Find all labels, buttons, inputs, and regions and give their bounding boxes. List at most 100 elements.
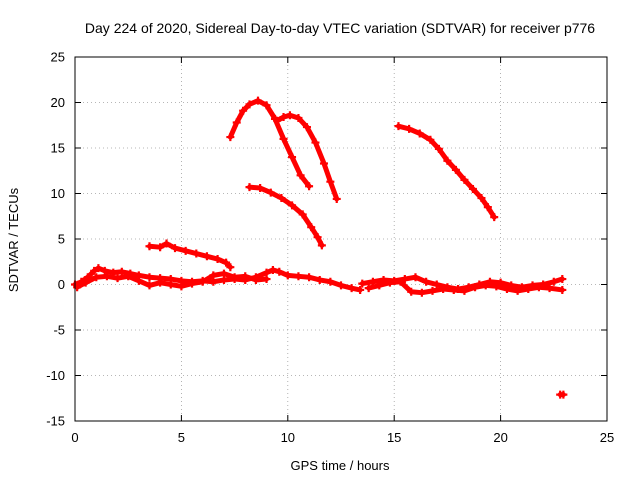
data-point [251, 275, 260, 284]
data-point [417, 288, 426, 297]
x-tick-label: 15 [387, 430, 401, 445]
data-point [256, 184, 265, 193]
data-point [481, 281, 490, 290]
data-point [305, 273, 314, 282]
data-point [298, 210, 307, 219]
y-axis-label: SDTVAR / TECUs [6, 187, 21, 292]
data-points [71, 96, 568, 399]
data-point [145, 281, 154, 290]
data-point [490, 213, 499, 222]
data-point [239, 106, 248, 115]
data-point [171, 244, 180, 253]
data-point [296, 171, 305, 180]
data-point [177, 282, 186, 291]
data-point [245, 100, 254, 109]
series-track-1 [71, 264, 365, 294]
data-point [232, 118, 241, 127]
y-tick-label: 25 [51, 50, 65, 65]
data-point [307, 223, 316, 232]
data-point [254, 96, 263, 105]
data-point [279, 134, 288, 143]
x-axis-label: GPS time / hours [291, 458, 390, 473]
data-point [81, 278, 90, 287]
data-point [181, 246, 190, 255]
data-point [315, 275, 324, 284]
data-point [411, 273, 420, 282]
data-point [394, 122, 403, 131]
data-point [288, 201, 297, 210]
data-point [483, 203, 492, 212]
x-tick-label: 10 [281, 430, 295, 445]
data-point [356, 285, 365, 294]
data-point [209, 271, 218, 280]
data-point [213, 255, 222, 264]
data-point [102, 272, 111, 281]
data-point [226, 133, 235, 142]
data-point [192, 249, 201, 258]
data-point [375, 281, 384, 290]
data-point [188, 279, 197, 288]
data-point [559, 390, 568, 399]
series-track-2 [73, 269, 271, 292]
data-point [241, 272, 250, 281]
x-tick-label: 20 [493, 430, 507, 445]
data-point [294, 272, 303, 281]
data-point [219, 269, 228, 278]
data-point [332, 194, 341, 203]
data-point [283, 271, 292, 280]
data-point [326, 177, 335, 186]
x-tick-label: 5 [178, 430, 185, 445]
data-point [202, 252, 211, 261]
data-point [94, 264, 103, 273]
data-point [230, 273, 239, 282]
data-point [428, 286, 437, 295]
data-point [92, 273, 101, 282]
data-point [117, 267, 126, 276]
data-point [113, 274, 122, 283]
data-point [426, 135, 435, 144]
data-point [432, 280, 441, 289]
x-tick-labels: 0 5 10 15 20 25 [71, 430, 614, 445]
series-track-10 [556, 390, 568, 399]
data-point [396, 277, 405, 286]
y-tick-label: -15 [46, 414, 65, 429]
chart-title: Day 224 of 2020, Sidereal Day-to-day VTE… [85, 20, 595, 36]
series-line [246, 184, 325, 248]
data-point [558, 275, 567, 284]
data-point [100, 266, 109, 275]
data-point [422, 277, 431, 286]
data-point [439, 285, 448, 294]
data-point [460, 175, 469, 184]
data-point [385, 278, 394, 287]
data-point [285, 111, 294, 120]
data-point [364, 284, 373, 293]
data-point [347, 284, 356, 293]
data-point [166, 280, 175, 289]
series-line [395, 123, 497, 220]
data-point [460, 286, 469, 295]
data-point [434, 144, 443, 153]
data-point [513, 286, 522, 295]
data-point [162, 239, 171, 248]
data-point [534, 283, 543, 292]
x-tick-label: 0 [71, 430, 78, 445]
y-tick-label: 10 [51, 186, 65, 201]
y-tick-label: 15 [51, 141, 65, 156]
data-point [156, 243, 165, 252]
series-line [146, 241, 233, 270]
series-track-5 [273, 111, 341, 203]
y-tick-label: -10 [46, 368, 65, 383]
data-point [400, 275, 409, 284]
data-point [90, 266, 99, 275]
data-point [449, 285, 458, 294]
data-point [471, 283, 480, 292]
data-point [313, 233, 322, 242]
series-track-4 [226, 96, 314, 191]
y-tick-label: 0 [58, 277, 65, 292]
data-point [558, 285, 567, 294]
series-track-9 [394, 122, 499, 222]
data-point [245, 183, 254, 192]
data-point [502, 285, 511, 294]
data-point [145, 273, 154, 282]
